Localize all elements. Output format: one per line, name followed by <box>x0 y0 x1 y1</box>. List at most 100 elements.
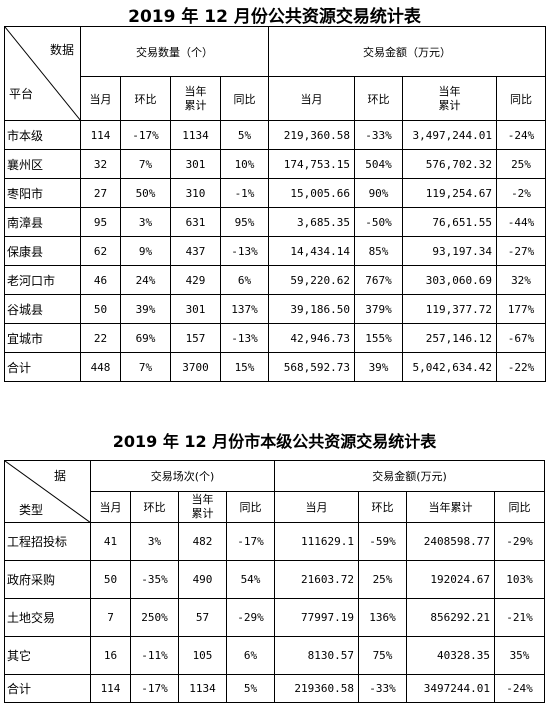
table1-cell: 62 <box>80 236 121 266</box>
table1-cell: 157 <box>170 323 221 353</box>
table2-subheader-0: 当月 <box>90 491 131 523</box>
table2-cell: 219360.58 <box>274 674 359 703</box>
table2-cell: 856292.21 <box>406 598 495 637</box>
table1-row-label: 市本级 <box>4 120 81 150</box>
table1-cell: 257,146.12 <box>402 323 497 353</box>
table1-cell: 114 <box>80 120 121 150</box>
table2-row-label: 工程招投标 <box>4 522 91 561</box>
table2-cell: 41 <box>90 522 131 561</box>
table-row: 保康县 62 9% 437 -13% 14,434.14 85% 93,197.34 -27% <box>4 236 546 266</box>
table2-cell: 40328.35 <box>406 636 495 675</box>
table2-cell: 6% <box>226 636 275 675</box>
table1-cell: 119,254.67 <box>402 178 497 208</box>
table1-cell: 85% <box>354 236 403 266</box>
table1-cell: 310 <box>170 178 221 208</box>
table1-cell: -24% <box>496 120 546 150</box>
table1-cell: 1134 <box>170 120 221 150</box>
table2-cell: -59% <box>358 522 407 561</box>
table1-cell: -67% <box>496 323 546 353</box>
table1-subheader-7: 同比 <box>496 76 546 121</box>
table1-cell: 5,042,634.42 <box>402 352 497 382</box>
table1-cell: -33% <box>354 120 403 150</box>
table1-corner-top-label: 数据 <box>49 43 74 57</box>
table2-row-label: 政府采购 <box>4 560 91 599</box>
table2-cell: 25% <box>358 560 407 599</box>
table1-cell: 39,186.50 <box>268 294 355 324</box>
table1-cell: 177% <box>496 294 546 324</box>
table-row: 谷城县 50 39% 301 137% 39,186.50 379% 119,377.72 17… <box>4 294 546 324</box>
table1-subheader-1: 环比 <box>120 76 171 121</box>
table1-row-label: 老河口市 <box>4 265 81 295</box>
table2-cell: 111629.1 <box>274 522 359 561</box>
table1-cell: 32 <box>80 149 121 179</box>
table1-row-label: 南漳县 <box>4 207 81 237</box>
table1-group-amount-header: 交易金额（万元） <box>268 26 546 77</box>
table1-row-label: 宜城市 <box>4 323 81 353</box>
table2-header-row-1: 据 类型 交易场次(个) 交易金额(万元) <box>4 460 545 523</box>
table2-cell: -35% <box>130 560 179 599</box>
table1-cell: 25% <box>496 149 546 179</box>
table2-cell: 7 <box>90 598 131 637</box>
table1-row-label: 保康县 <box>4 236 81 266</box>
table1-cell: 429 <box>170 265 221 295</box>
table1-cell: -1% <box>220 178 269 208</box>
table1-subheader-6: 当年 累计 <box>402 76 497 121</box>
table2-cell: -11% <box>130 636 179 675</box>
table1-cell: 39% <box>354 352 403 382</box>
table1-cell: 448 <box>80 352 121 382</box>
table2-cell: -29% <box>494 522 545 561</box>
table1-cell: 93,197.34 <box>402 236 497 266</box>
table2-cell: 75% <box>358 636 407 675</box>
table1-cell: 155% <box>354 323 403 353</box>
table2-corner-cell: 据 类型 <box>4 460 91 523</box>
table1-cell: 76,651.55 <box>402 207 497 237</box>
table2-cell: 136% <box>358 598 407 637</box>
table2-cell: 192024.67 <box>406 560 495 599</box>
table1-cell: 5% <box>220 120 269 150</box>
table1-cell: 568,592.73 <box>268 352 355 382</box>
table2-title: 2019 年 12 月份市本级公共资源交易统计表 <box>112 432 437 451</box>
table2-cell: 482 <box>178 522 227 561</box>
table2-cell: 50 <box>90 560 131 599</box>
table2-cell: 57 <box>178 598 227 637</box>
table2-cell: -29% <box>226 598 275 637</box>
table1-row-label: 谷城县 <box>4 294 81 324</box>
table2-subheader-7: 同比 <box>494 491 545 523</box>
table2-cell: 2408598.77 <box>406 522 495 561</box>
table1-cell: 14,434.14 <box>268 236 355 266</box>
table1-cell: 137% <box>220 294 269 324</box>
table1-cell: 10% <box>220 149 269 179</box>
table1-cell: 27 <box>80 178 121 208</box>
table2-cell: 3% <box>130 522 179 561</box>
table1-cell: 15% <box>220 352 269 382</box>
table1-cell: 15,005.66 <box>268 178 355 208</box>
table2-cell: 8130.57 <box>274 636 359 675</box>
table1-cell: -44% <box>496 207 546 237</box>
table1-cell: 7% <box>120 149 171 179</box>
table2-corner-bottom-label: 类型 <box>19 503 44 517</box>
table2-cell: -24% <box>494 674 545 703</box>
table1-cell: -2% <box>496 178 546 208</box>
table1-corner-bottom-label: 平台 <box>9 87 34 101</box>
table2-cell: 16 <box>90 636 131 675</box>
table1-cell: 504% <box>354 149 403 179</box>
table1-cell: 90% <box>354 178 403 208</box>
table1-cell: 3% <box>120 207 171 237</box>
table-row: 其它 16 -11% 105 6% 8130.57 75% 40328.35 35% <box>4 636 545 675</box>
table-row: 南漳县 95 3% 631 95% 3,685.35 -50% 76,651.55 -44% <box>4 207 546 237</box>
table1-subheader-3: 同比 <box>220 76 269 121</box>
table1-cell: -22% <box>496 352 546 382</box>
table1-cell: 24% <box>120 265 171 295</box>
table1-cell: -17% <box>120 120 171 150</box>
table1-cell: 301 <box>170 294 221 324</box>
table1-cell: 59,220.62 <box>268 265 355 295</box>
table2-cell: 105 <box>178 636 227 675</box>
table1-cell: 50 <box>80 294 121 324</box>
table2-corner-diagonal <box>5 461 90 522</box>
table1-cell: 3,497,244.01 <box>402 120 497 150</box>
table2-group-amount-header: 交易金额(万元) <box>274 460 545 492</box>
table1-cell: 379% <box>354 294 403 324</box>
table1-cell: 95 <box>80 207 121 237</box>
table1-subheader-5: 环比 <box>354 76 403 121</box>
table2-cell: 490 <box>178 560 227 599</box>
